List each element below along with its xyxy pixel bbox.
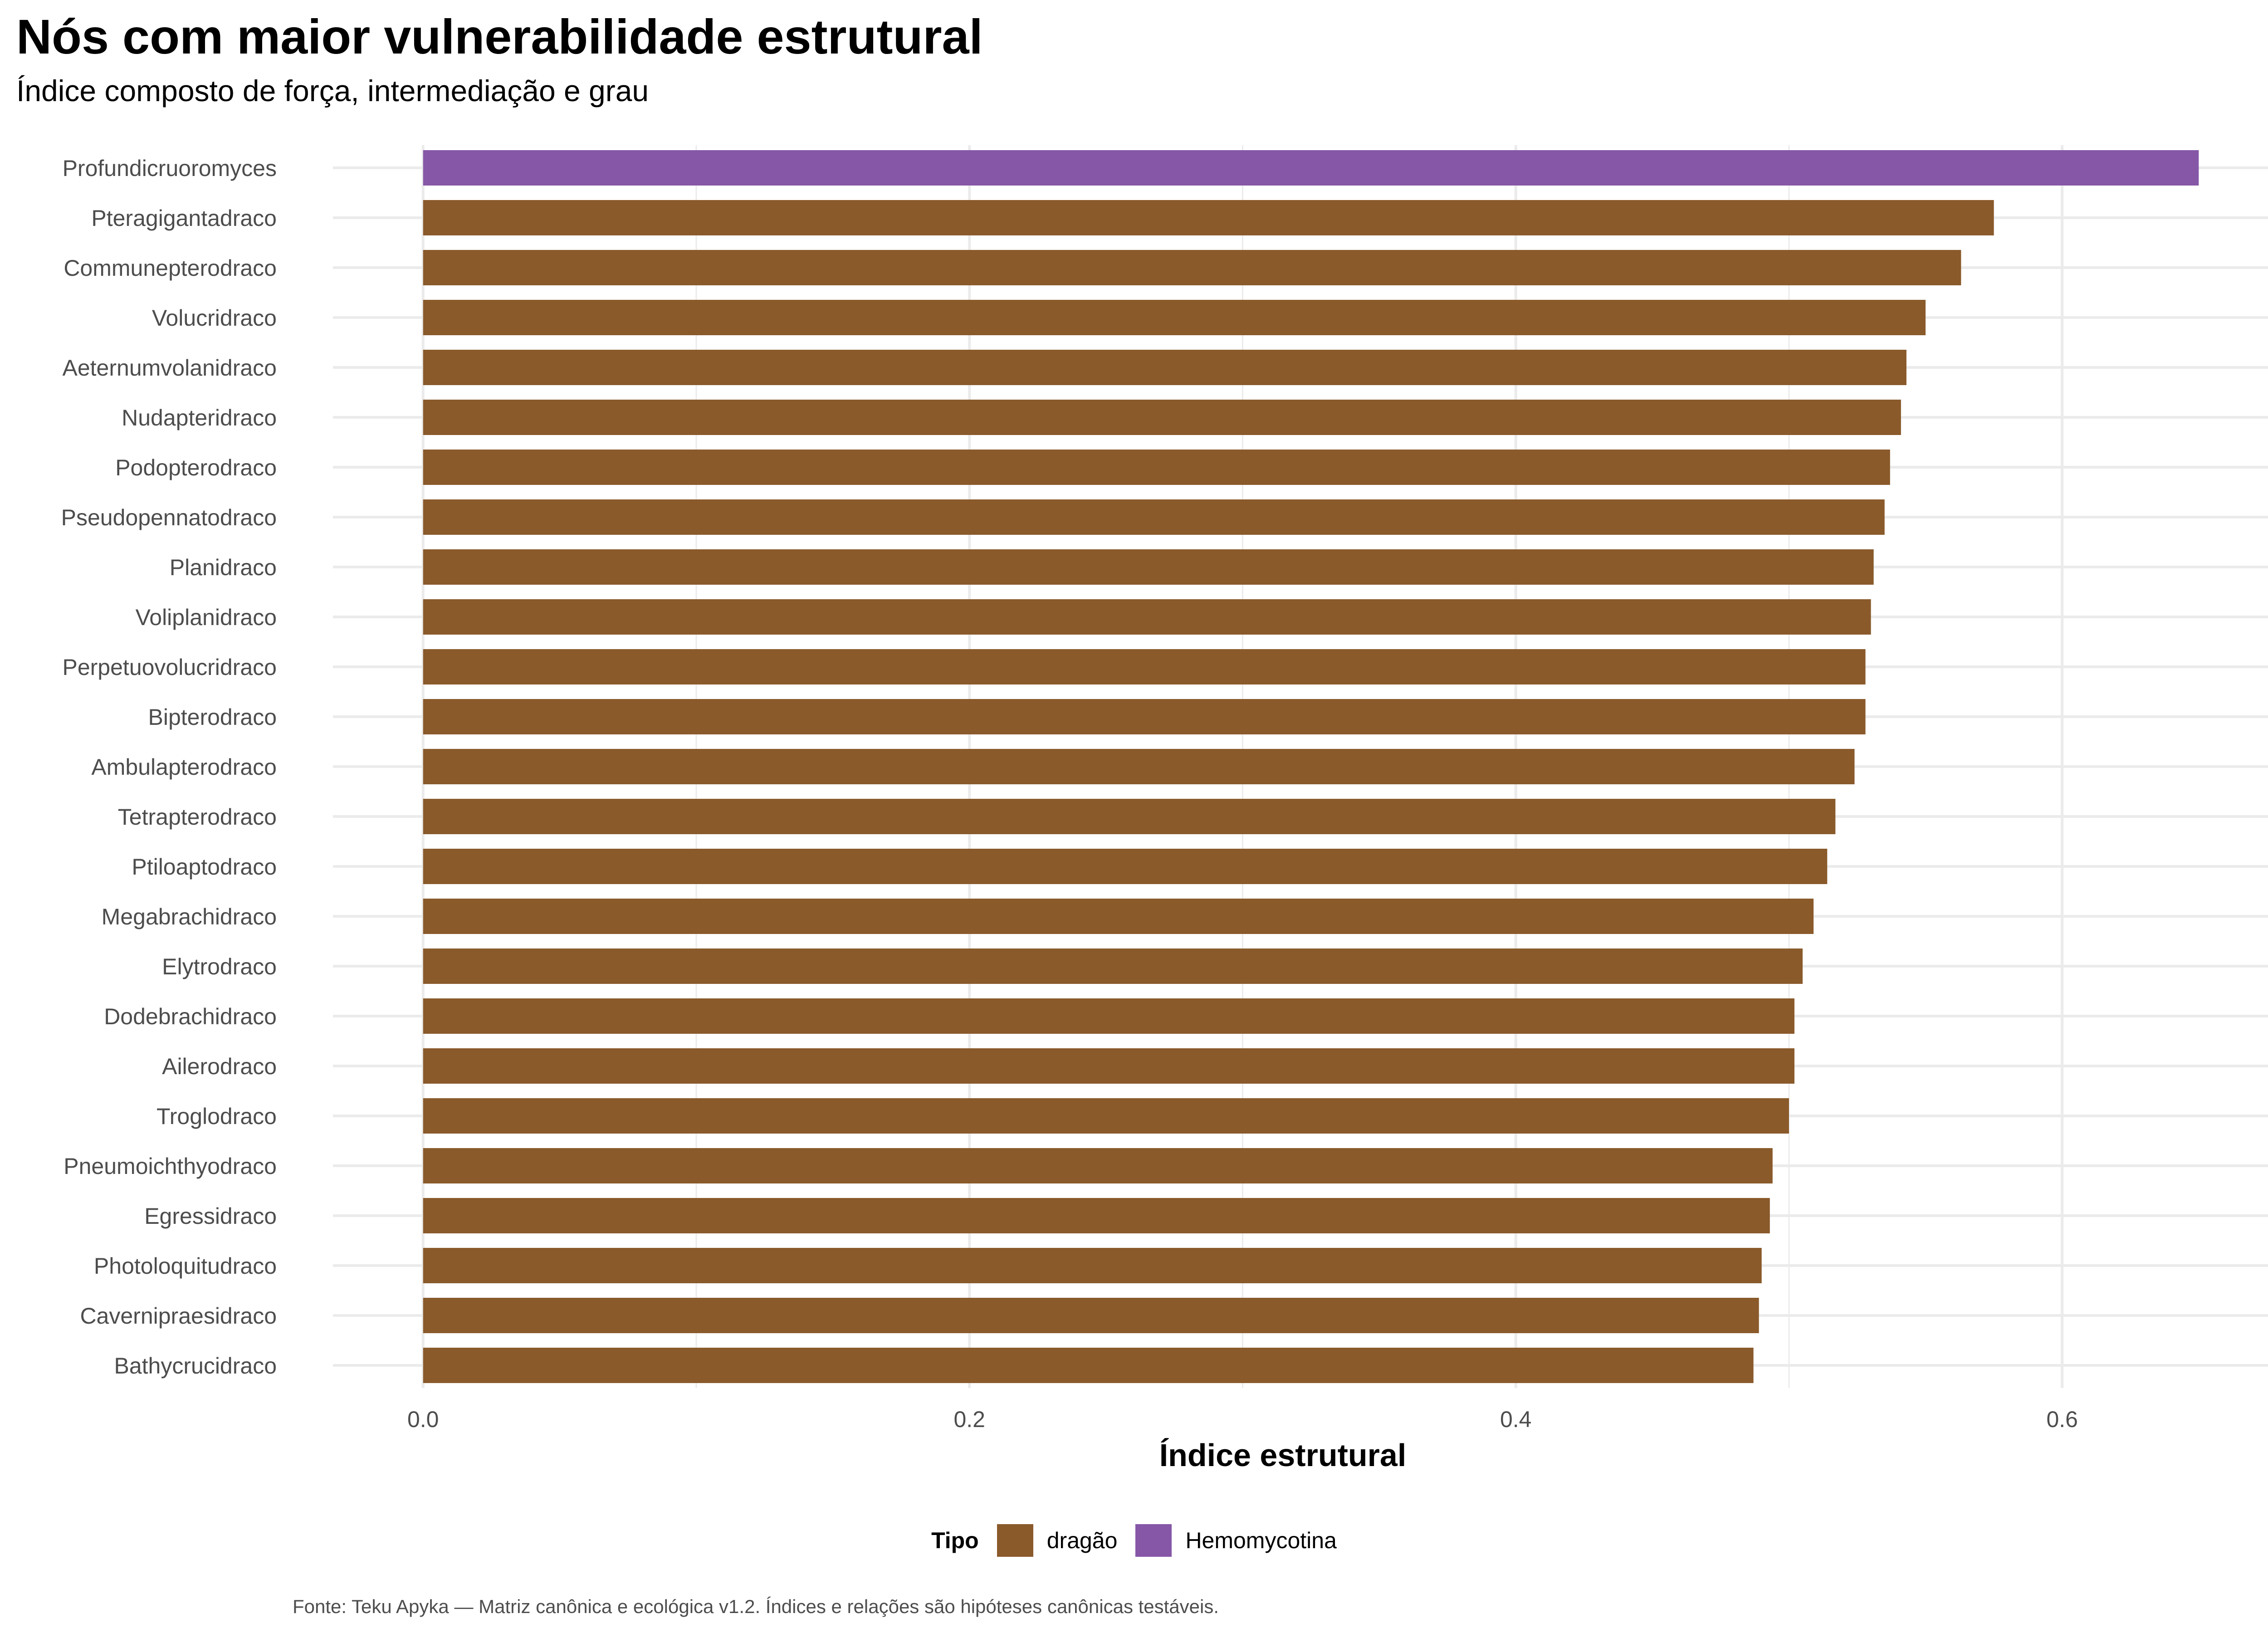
y-tick-label: Photoloquitudraco (94, 1253, 277, 1279)
x-tick-label: 0.6 (2046, 1407, 2078, 1432)
y-tick-label: Egressidraco (144, 1203, 277, 1229)
y-tick-label: Tetrapterodraco (118, 804, 277, 830)
y-tick-label: Megabrachidraco (102, 904, 277, 929)
bar (423, 699, 1866, 734)
y-tick-label: Aeternumvolanidraco (63, 355, 277, 381)
bar (423, 549, 1874, 585)
y-tick-label: Bathycrucidraco (114, 1353, 277, 1379)
legend-swatch-hemomycotina (1135, 1524, 1172, 1557)
bar (423, 1248, 1762, 1283)
bar (423, 799, 1836, 834)
chart-subtitle: Índice composto de força, intermediação … (16, 74, 649, 108)
y-tick-label: Pneumoichthyodraco (64, 1154, 277, 1179)
y-tick-labels: Profundicruoromyces Pteragigantadraco Comm… (61, 156, 277, 1379)
y-tick-label: Volucridraco (152, 305, 277, 331)
bar (423, 649, 1866, 684)
bar (423, 1048, 1795, 1084)
y-tick-label: Planidraco (170, 555, 277, 580)
legend-label-dragao: dragão (1046, 1528, 1118, 1553)
y-tick-label: Podopterodraco (115, 455, 277, 480)
y-tick-label: Bipterodraco (148, 704, 277, 730)
legend-swatch-dragao (997, 1524, 1033, 1557)
legend: Tipo dragão Hemomycotina (0, 1524, 2268, 1557)
bar (423, 150, 2199, 186)
bar (423, 849, 1828, 884)
y-tick-label: Ptiloaptodraco (132, 854, 277, 880)
bar (423, 949, 1803, 984)
y-tick-label: Elytrodraco (162, 954, 277, 979)
bar (423, 200, 1994, 235)
bar (423, 599, 1871, 635)
legend-title: Tipo (931, 1528, 979, 1553)
legend-item-dragao: dragão (997, 1524, 1118, 1557)
y-tick-label: Profundicruoromyces (63, 156, 277, 181)
bar (423, 499, 1885, 535)
x-tick-label: 0.2 (953, 1407, 985, 1432)
caption: Fonte: Teku Apyka — Matriz canônica e ec… (293, 1596, 1219, 1617)
x-tick-label: 0.0 (407, 1407, 439, 1432)
y-tick-label: Pseudopennatodraco (61, 505, 277, 530)
bar (423, 1198, 1770, 1233)
bar (423, 300, 1926, 335)
bar (423, 250, 1961, 285)
y-tick-label: Nudapteridraco (122, 405, 277, 430)
x-tick-label: 0.4 (1500, 1407, 1532, 1432)
x-tick-labels: 0.0 0.2 0.4 0.6 (407, 1407, 2078, 1432)
bar (423, 400, 1901, 435)
bar (423, 749, 1855, 784)
y-tick-label: Ailerodraco (162, 1054, 277, 1079)
bar (423, 899, 1814, 934)
y-tick-label: Perpetuovolucridraco (63, 655, 277, 680)
bar (423, 1098, 1789, 1134)
legend-label-hemomycotina: Hemomycotina (1185, 1528, 1337, 1553)
y-tick-label: Dodebrachidraco (104, 1004, 277, 1029)
bar (423, 998, 1795, 1034)
legend-item-hemomycotina: Hemomycotina (1135, 1524, 1337, 1557)
bar (423, 1298, 1759, 1333)
x-axis-title: Índice estrutural (1159, 1437, 1407, 1473)
bar (423, 1148, 1773, 1183)
bar (423, 450, 1890, 485)
y-tick-label: Ambulapterodraco (91, 754, 277, 780)
y-tick-label: Troglodraco (156, 1104, 277, 1129)
y-tick-label: Cavernipraesidraco (80, 1303, 277, 1329)
y-tick-label: Communepterodraco (64, 255, 277, 281)
bar (423, 350, 1906, 385)
y-tick-label: Pteragigantadraco (91, 205, 277, 231)
chart-title: Nós com maior vulnerabilidade estrutural (16, 9, 983, 64)
bar-layer (423, 150, 2199, 1383)
y-tick-label: Voliplanidraco (136, 605, 277, 630)
bar (423, 1348, 1754, 1383)
